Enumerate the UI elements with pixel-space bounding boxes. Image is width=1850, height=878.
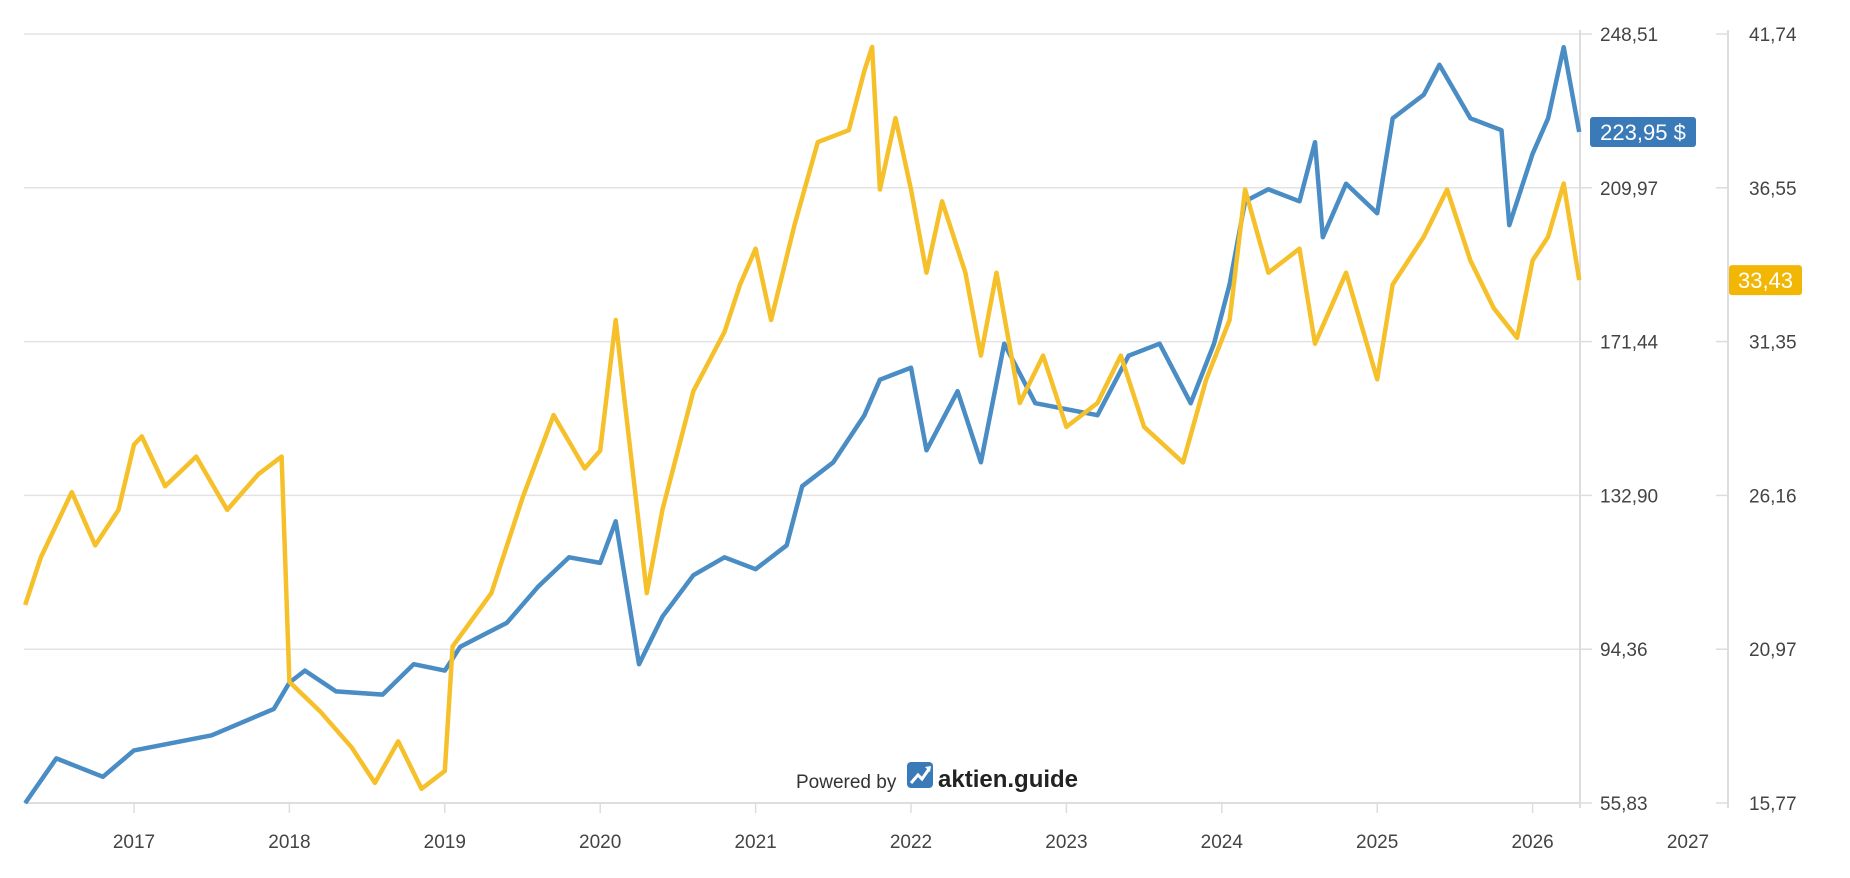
right-axis-tick-label: 31,35 bbox=[1749, 333, 1797, 354]
x-axis-tick-label: 2019 bbox=[424, 832, 466, 853]
left-axis-tick-label: 248,51 bbox=[1600, 25, 1658, 46]
series-lines bbox=[23, 44, 1582, 805]
x-axis-tick-label: 2024 bbox=[1201, 832, 1244, 853]
left-axis-tick-label: 132,90 bbox=[1600, 486, 1658, 507]
powered-by-watermark: Powered by aktien.guide bbox=[796, 762, 1078, 793]
x-axis-tick-label: 2017 bbox=[113, 832, 155, 853]
left-axis-tick-label: 94,36 bbox=[1600, 640, 1648, 661]
series-line-comparison bbox=[23, 44, 1582, 792]
right-axis-tick-label: 41,74 bbox=[1749, 25, 1797, 46]
left-axis-tick-label: 209,97 bbox=[1600, 179, 1658, 200]
right-axis-tick-label: 15,77 bbox=[1749, 794, 1797, 815]
last-value-badges: 223,95 $ 33,43 bbox=[1590, 117, 1802, 296]
x-axis-tick-label: 2025 bbox=[1356, 832, 1398, 853]
left-axis-tick-label: 171,44 bbox=[1600, 333, 1659, 354]
last-value-badge-comparison bbox=[1729, 265, 1802, 296]
left-axis-tick-label: 55,83 bbox=[1600, 794, 1648, 815]
right-axis-tick-label: 20,97 bbox=[1749, 640, 1797, 661]
last-value-badge-stock bbox=[1590, 117, 1696, 148]
right-axis-ticks: 41,74 36,55 31,35 26,16 20,97 15,77 bbox=[1716, 25, 1797, 815]
left-axis-ticks: 248,51 209,97 171,44 132,90 94,36 55,83 bbox=[1580, 25, 1659, 815]
x-axis-tick-label: 2021 bbox=[734, 832, 776, 853]
x-axis-tick-label: 2027 bbox=[1667, 832, 1709, 853]
x-axis-tick-label: 2018 bbox=[268, 832, 310, 853]
last-value-label-stock: 223,95 $ bbox=[1600, 120, 1686, 145]
x-axis-tick-label: 2022 bbox=[890, 832, 932, 853]
gridlines bbox=[24, 33, 1580, 804]
series-line-stock bbox=[23, 44, 1582, 805]
right-axis-tick-label: 26,16 bbox=[1749, 486, 1797, 507]
right-axis-tick-label: 36,55 bbox=[1749, 179, 1797, 200]
brand-text: aktien.guide bbox=[938, 766, 1078, 793]
x-axis-tick-label: 2020 bbox=[579, 832, 621, 853]
x-axis-tick-label: 2026 bbox=[1511, 832, 1553, 853]
x-axis-ticks: 2017 2018 2019 2020 2021 2022 2023 2024 2025 2026… bbox=[113, 803, 1709, 853]
last-value-label-comparison: 33,43 bbox=[1738, 268, 1793, 293]
powered-by-text: Powered by bbox=[796, 772, 897, 793]
aktien-guide-logo-icon bbox=[907, 762, 933, 788]
x-axis-tick-label: 2023 bbox=[1045, 832, 1087, 853]
